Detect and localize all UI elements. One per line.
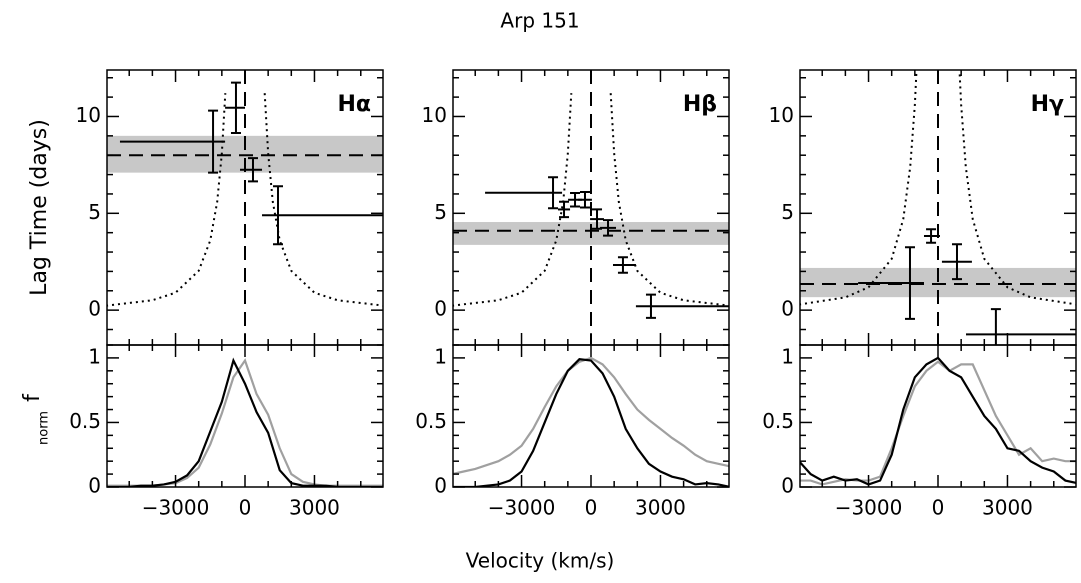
y-tick-label: 5: [434, 200, 447, 224]
y-tick-label: 10: [422, 103, 447, 127]
y-tick-label: 1: [434, 344, 447, 368]
x-tick-label: 3000: [982, 496, 1033, 520]
error-bar-y: [559, 200, 570, 219]
error-bar-y: [579, 191, 590, 209]
error-bar-y: [548, 176, 559, 210]
profile-line: [453, 356, 729, 476]
panel-frame: [106, 344, 384, 488]
plot-area: [800, 70, 1076, 345]
x-tick-label: 0: [932, 496, 945, 520]
error-bar-y: [570, 191, 581, 208]
error-bar-y: [208, 109, 219, 174]
plot-area: [453, 356, 729, 487]
x-tick-label: −3000: [835, 496, 903, 520]
y-tick-label: 0.5: [415, 409, 447, 433]
y-tick-label: 5: [781, 200, 794, 224]
y-axis-label-sub: norm: [37, 411, 52, 445]
x-tick-label: −3000: [488, 496, 556, 520]
error-bar-y: [617, 256, 628, 274]
plot-area: [107, 357, 383, 487]
y-tick-label: 0: [781, 474, 794, 498]
error-bar-y: [645, 293, 656, 319]
y-tick-label: 0: [434, 297, 447, 321]
error-bar-y: [904, 246, 915, 320]
error-bar-y: [272, 185, 283, 246]
y-tick-label: 0: [88, 297, 101, 321]
y-tick-label: 10: [769, 103, 794, 127]
profile-line: [800, 356, 1076, 486]
y-tick-label: 0.5: [762, 409, 794, 433]
figure-title: Arp 151: [500, 9, 579, 33]
y-tick-label: 10: [76, 103, 101, 127]
y-tick-label: 5: [88, 200, 101, 224]
error-bar-y: [603, 219, 614, 237]
error-bar-y: [926, 228, 937, 244]
error-bar-y: [230, 81, 241, 134]
x-tick-label: 0: [239, 496, 252, 520]
profile-line: [800, 360, 1076, 486]
error-bar-y: [990, 308, 1001, 345]
y-tick-label: 0: [434, 474, 447, 498]
panel-frame: [799, 344, 1077, 488]
line-label: Hβ: [683, 92, 717, 117]
y-axis-label: f: [20, 393, 45, 402]
line-label: Hγ: [1031, 92, 1064, 117]
error-bar-y: [951, 243, 962, 281]
error-bar-y: [247, 157, 258, 183]
y-axis-label: Lag Time (days): [27, 119, 52, 296]
y-tick-label: 0: [88, 474, 101, 498]
x-axis-label: Velocity (km/s): [466, 549, 615, 573]
plot-area: [800, 356, 1076, 486]
x-tick-label: 3000: [635, 496, 686, 520]
y-tick-label: 1: [781, 344, 794, 368]
profile-line: [107, 357, 383, 487]
profile-line: [107, 358, 383, 487]
y-tick-label: 0.5: [69, 409, 101, 433]
plot-area: [107, 70, 383, 345]
panel-frame: [452, 344, 730, 488]
profile-line: [453, 358, 729, 487]
plot-area: [453, 70, 729, 345]
x-tick-label: 3000: [289, 496, 340, 520]
y-tick-label: 1: [88, 344, 101, 368]
x-tick-label: 0: [585, 496, 598, 520]
x-tick-label: −3000: [142, 496, 210, 520]
line-label: Hα: [337, 92, 371, 117]
y-tick-label: 0: [781, 297, 794, 321]
